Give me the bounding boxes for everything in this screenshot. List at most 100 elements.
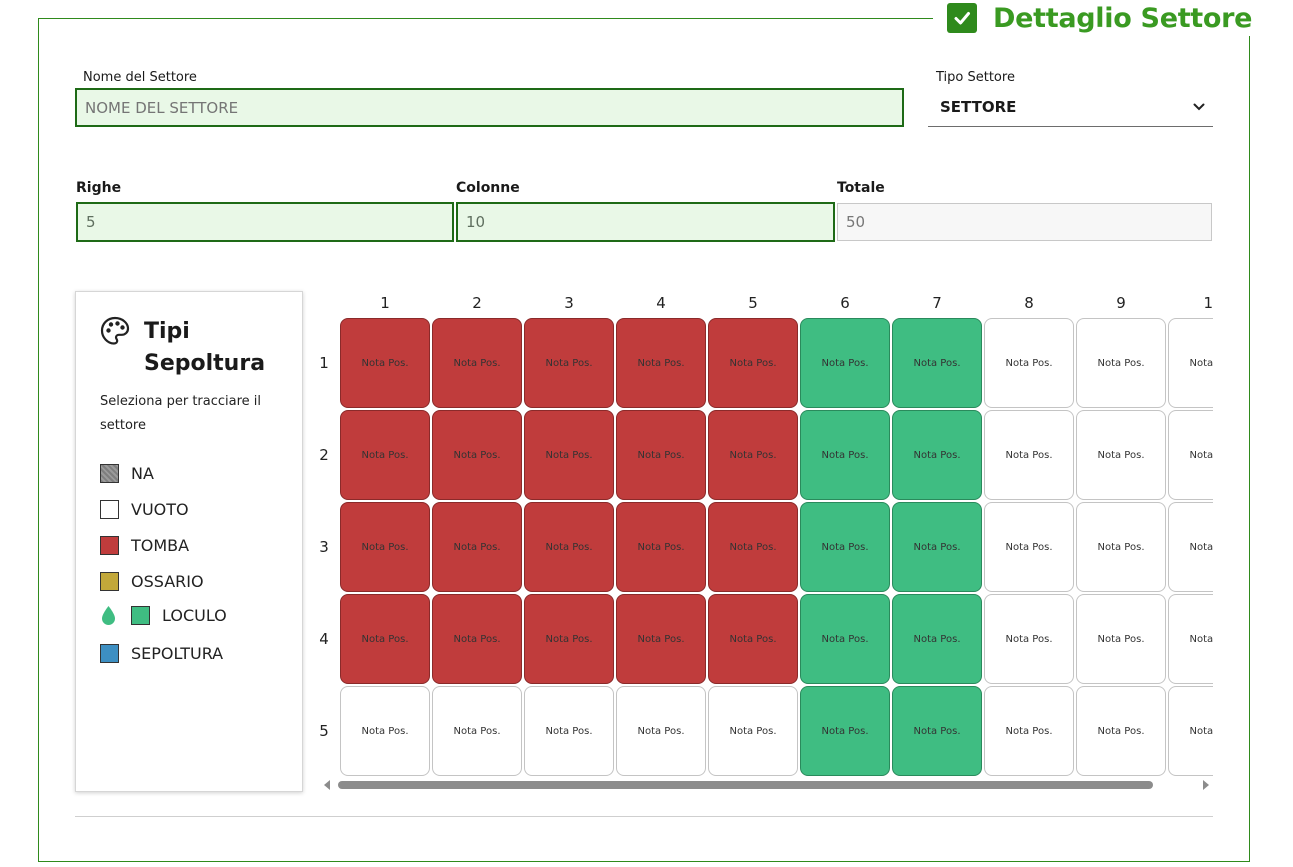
grid-cell[interactable]: Nota Pos.	[524, 594, 614, 684]
grid-cell[interactable]: Nota Pos.	[800, 594, 890, 684]
cell-note-label: Nota Pos.	[637, 449, 685, 461]
grid-cell[interactable]: Nota Pos.	[1168, 410, 1213, 500]
grid-cell[interactable]: Nota Pos.	[432, 502, 522, 592]
grid-cell[interactable]: Nota Pos.	[892, 686, 982, 776]
legend-item-tomba[interactable]: TOMBA	[100, 536, 189, 555]
grid-cell[interactable]: Nota Pos.	[984, 318, 1074, 408]
grid-cell[interactable]: Nota Pos.	[708, 686, 798, 776]
cell-note-label: Nota Pos.	[1189, 633, 1213, 645]
legend-item-ossario[interactable]: OSSARIO	[100, 572, 204, 591]
grid-cell[interactable]: Nota Pos.	[340, 594, 430, 684]
legend-item-sepoltura[interactable]: SEPOLTURA	[100, 644, 223, 663]
cell-note-label: Nota Pos.	[545, 449, 593, 461]
grid-cell[interactable]: Nota Pos.	[432, 318, 522, 408]
grid-cell[interactable]: Nota Pos.	[1076, 318, 1166, 408]
grid-cell[interactable]: Nota Pos.	[984, 594, 1074, 684]
chevron-down-icon	[1193, 103, 1205, 111]
grid-cell[interactable]: Nota Pos.	[432, 686, 522, 776]
grid-cell[interactable]: Nota Pos.	[1076, 686, 1166, 776]
divider	[75, 816, 1213, 817]
grid-cell[interactable]: Nota Pos.	[616, 594, 706, 684]
page-title: Dettaglio Settore	[993, 2, 1253, 34]
grid-cell[interactable]: Nota Pos.	[616, 502, 706, 592]
legend-item-loculo[interactable]: LOCULO	[100, 605, 227, 626]
grid-cell[interactable]: Nota Pos.	[524, 686, 614, 776]
legend-subtitle: Seleziona per tracciare il settore	[100, 394, 262, 433]
grid-cell[interactable]: Nota Pos.	[984, 686, 1074, 776]
grid-cell[interactable]: Nota Pos.	[340, 410, 430, 500]
grid-cell[interactable]: Nota Pos.	[340, 502, 430, 592]
cell-note-label: Nota Pos.	[1005, 541, 1053, 553]
nome-settore-input[interactable]	[75, 88, 904, 127]
grid-cell[interactable]: Nota Pos.	[1168, 594, 1213, 684]
grid-cell[interactable]: Nota Pos.	[708, 502, 798, 592]
righe-input[interactable]: 5	[76, 202, 454, 242]
grid-cell[interactable]: Nota Pos.	[708, 410, 798, 500]
cell-note-label: Nota Pos.	[1097, 633, 1145, 645]
cell-note-label: Nota Pos.	[1189, 449, 1213, 461]
cell-note-label: Nota Pos.	[637, 357, 685, 369]
grid-cell[interactable]: Nota Pos.	[892, 594, 982, 684]
cell-note-label: Nota Pos.	[821, 541, 869, 553]
grid-cell[interactable]: Nota Pos.	[800, 318, 890, 408]
horizontal-scrollbar[interactable]	[320, 778, 1213, 792]
grid-cell[interactable]: Nota Pos.	[1168, 502, 1213, 592]
cell-note-label: Nota Pos.	[1189, 541, 1213, 553]
cell-note-label: Nota Pos.	[453, 449, 501, 461]
cell-note-label: Nota Pos.	[453, 541, 501, 553]
legend-item-label: VUOTO	[131, 500, 189, 519]
grid-cell[interactable]: Nota Pos.	[708, 594, 798, 684]
grid-cell[interactable]: Nota Pos.	[1076, 502, 1166, 592]
grid-cell[interactable]: Nota Pos.	[1076, 594, 1166, 684]
row-header: 3	[319, 538, 329, 556]
grid-cell[interactable]: Nota Pos.	[984, 502, 1074, 592]
cell-note-label: Nota Pos.	[545, 541, 593, 553]
cell-note-label: Nota Pos.	[729, 357, 777, 369]
grid-cell[interactable]: Nota Pos.	[1168, 318, 1213, 408]
grid-cell[interactable]: Nota Pos.	[1168, 686, 1213, 776]
legend-item-label: TOMBA	[131, 536, 190, 555]
scrollbar-thumb[interactable]	[338, 781, 1153, 789]
cell-note-label: Nota Pos.	[453, 633, 501, 645]
tipo-settore-select[interactable]: SETTORE	[928, 88, 1213, 127]
loculo-swatch	[131, 606, 150, 625]
cell-note-label: Nota Pos.	[361, 725, 409, 737]
grid-cell[interactable]: Nota Pos.	[340, 686, 430, 776]
cell-note-label: Nota Pos.	[545, 725, 593, 737]
grid-cell[interactable]: Nota Pos.	[892, 318, 982, 408]
grid-cell[interactable]: Nota Pos.	[708, 318, 798, 408]
column-header: 10	[1203, 294, 1213, 312]
grid-cell[interactable]: Nota Pos.	[432, 594, 522, 684]
grid-cell[interactable]: Nota Pos.	[616, 410, 706, 500]
grid-cell[interactable]: Nota Pos.	[1076, 410, 1166, 500]
grid-cell[interactable]: Nota Pos.	[432, 410, 522, 500]
cell-note-label: Nota Pos.	[1005, 357, 1053, 369]
grid-cell[interactable]: Nota Pos.	[340, 318, 430, 408]
colonne-input[interactable]: 10	[456, 202, 835, 242]
grid-cell[interactable]: Nota Pos.	[616, 318, 706, 408]
grid-cell[interactable]: Nota Pos.	[984, 410, 1074, 500]
cell-note-label: Nota Pos.	[821, 633, 869, 645]
grid-cell[interactable]: Nota Pos.	[800, 410, 890, 500]
legend-item-vuoto[interactable]: VUOTO	[100, 500, 189, 519]
grid-cell[interactable]: Nota Pos.	[616, 686, 706, 776]
legend-item-na[interactable]: NA	[100, 464, 154, 483]
grid-cell[interactable]: Nota Pos.	[524, 502, 614, 592]
row-header: 5	[319, 722, 329, 740]
grid-cell[interactable]: Nota Pos.	[524, 318, 614, 408]
cell-note-label: Nota Pos.	[821, 357, 869, 369]
cell-note-label: Nota Pos.	[1097, 449, 1145, 461]
burial-types-legend: Tipi Sepoltura Seleziona per tracciare i…	[75, 291, 303, 792]
scroll-right-icon[interactable]	[1203, 780, 1209, 790]
grid-cell[interactable]: Nota Pos.	[892, 502, 982, 592]
cell-note-label: Nota Pos.	[361, 357, 409, 369]
column-header: 3	[564, 294, 574, 312]
grid-cell[interactable]: Nota Pos.	[800, 502, 890, 592]
tipo-settore-value: SETTORE	[940, 98, 1017, 116]
grid-cell[interactable]: Nota Pos.	[524, 410, 614, 500]
grid-cell[interactable]: Nota Pos.	[800, 686, 890, 776]
scroll-left-icon[interactable]	[324, 780, 330, 790]
column-header: 4	[656, 294, 666, 312]
grid-cell[interactable]: Nota Pos.	[892, 410, 982, 500]
droplet-icon	[100, 605, 117, 626]
